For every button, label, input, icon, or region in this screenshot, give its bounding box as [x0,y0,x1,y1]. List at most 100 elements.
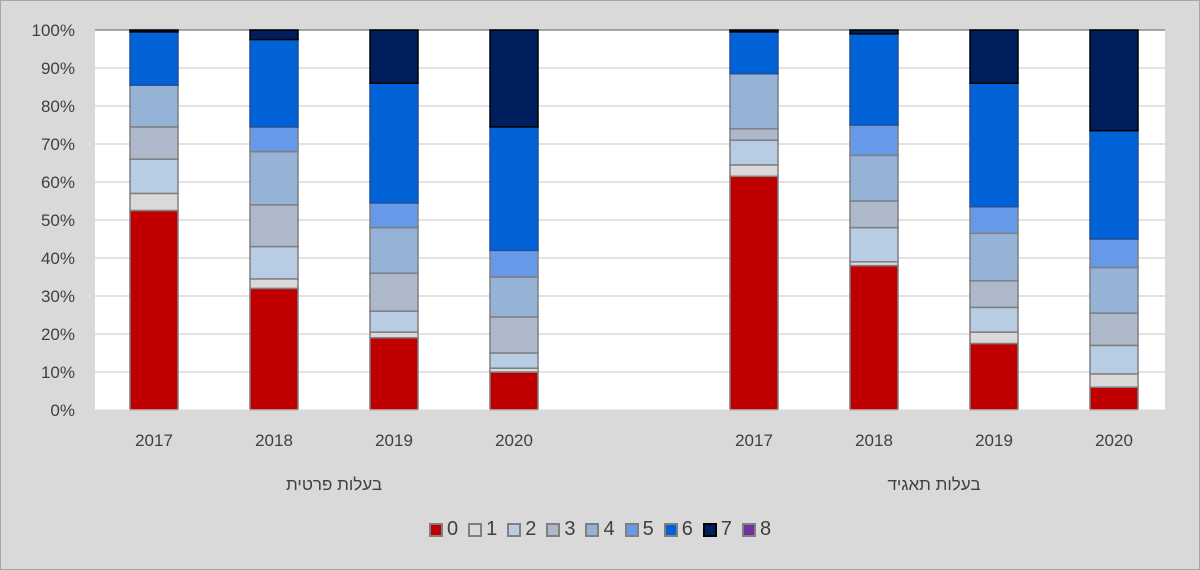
bar-segment-6 [489,126,539,252]
bar-segment-0 [1089,386,1139,411]
bar-segment-4 [489,276,539,318]
legend: 0 1 2 3 4 5 6 7 8 [0,518,1200,541]
bar-segment-7 [1089,29,1139,132]
bar-segment-5 [369,202,419,229]
group-label: בעלות תאגיד [887,475,980,494]
bar-segment-6 [969,82,1019,208]
legend-swatch [468,522,483,537]
bar-segment-4 [369,226,419,274]
bar-segment-0 [729,175,779,411]
bar-segment-4 [729,72,779,130]
legend-label: 3 [564,518,576,540]
bar-segment-1 [249,278,299,290]
y-tick-label: 70% [41,135,75,154]
bar-segment-0 [489,371,539,411]
y-tick-label: 10% [41,363,75,382]
bar-segment-5 [489,249,539,278]
legend-swatch [546,522,561,537]
bar-segment-1 [969,331,1019,345]
legend-label: 7 [720,518,732,540]
y-tick-label: 80% [41,97,75,116]
bar-segment-0 [369,337,419,411]
bar-segment-5 [249,126,299,153]
legend-label: 2 [525,518,537,540]
bar-segment-0 [249,287,299,411]
bar-segment-3 [129,126,179,160]
bar-segment-6 [369,82,419,204]
bar-segment-7 [849,29,899,35]
bar-segment-3 [249,204,299,248]
legend-item: 6 [663,518,693,541]
group-label: בעלות פרטית [286,475,382,494]
legend-item: 7 [702,518,732,541]
legend-swatch [624,522,639,537]
bar-segment-0 [849,264,899,411]
bar-segment-7 [249,29,299,41]
bar-segment-4 [969,232,1019,282]
bar-segment-2 [129,158,179,195]
bar-segment-2 [849,226,899,263]
legend-label: 0 [446,518,459,540]
bar-segment-1 [369,331,419,339]
legend-item: 0 [428,518,459,541]
bar-segment-2 [1089,344,1139,375]
legend-swatch [428,522,443,537]
legend-label: 5 [642,518,654,540]
bar-segment-5 [1089,238,1139,269]
y-tick-label: 0% [50,401,75,420]
bar-segment-7 [729,29,779,33]
legend-item: 3 [546,518,575,541]
legend-label: 6 [681,518,693,540]
y-tick-label: 40% [41,249,75,268]
bar-segment-7 [369,29,419,84]
bar-segment-3 [849,200,899,229]
bar-segment-2 [369,310,419,333]
legend-swatch [702,522,717,537]
bar-segment-3 [489,316,539,354]
bar-segment-4 [129,84,179,128]
x-tick-label: 2017 [135,431,173,450]
legend-label: 4 [603,518,615,540]
x-tick-label: 2018 [255,431,293,450]
bar-segment-6 [1089,129,1139,240]
legend-item: 1 [468,518,497,541]
bar-segment-6 [249,38,299,128]
legend-label: 1 [486,518,498,540]
bar-segment-0 [129,209,179,411]
x-tick-label: 2019 [975,431,1013,450]
bar-segment-3 [969,280,1019,309]
bar-segment-3 [729,128,779,141]
legend-item: 4 [585,518,615,541]
bar-segment-5 [849,124,899,157]
x-tick-label: 2018 [855,431,893,450]
legend-swatch [507,522,522,537]
y-tick-label: 60% [41,173,75,192]
legend-item: 5 [624,518,654,541]
bar-segment-0 [969,342,1019,411]
x-tick-label: 2020 [495,431,533,450]
legend-item: 8 [741,518,772,541]
bar-segment-1 [1089,373,1139,388]
y-tick-label: 100% [32,21,75,40]
bar-segment-2 [249,245,299,280]
bar-segment-4 [249,150,299,206]
y-tick-label: 90% [41,59,75,78]
legend-label: 8 [759,518,772,540]
legend-swatch [663,522,678,537]
y-tick-label: 20% [41,325,75,344]
y-tick-label: 50% [41,211,75,230]
legend-swatch [741,522,756,537]
bar-segment-2 [489,352,539,369]
bar-segment-2 [729,139,779,166]
bar-segment-4 [849,154,899,202]
bar-segment-1 [129,192,179,212]
bar-segment-2 [969,306,1019,333]
bar-segment-7 [969,29,1019,84]
bar-segment-3 [369,272,419,312]
x-tick-label: 2019 [375,431,413,450]
bar-segment-1 [729,164,779,178]
bar-segment-6 [129,31,179,86]
x-tick-label: 2020 [1095,431,1133,450]
bar-segment-6 [849,33,899,126]
